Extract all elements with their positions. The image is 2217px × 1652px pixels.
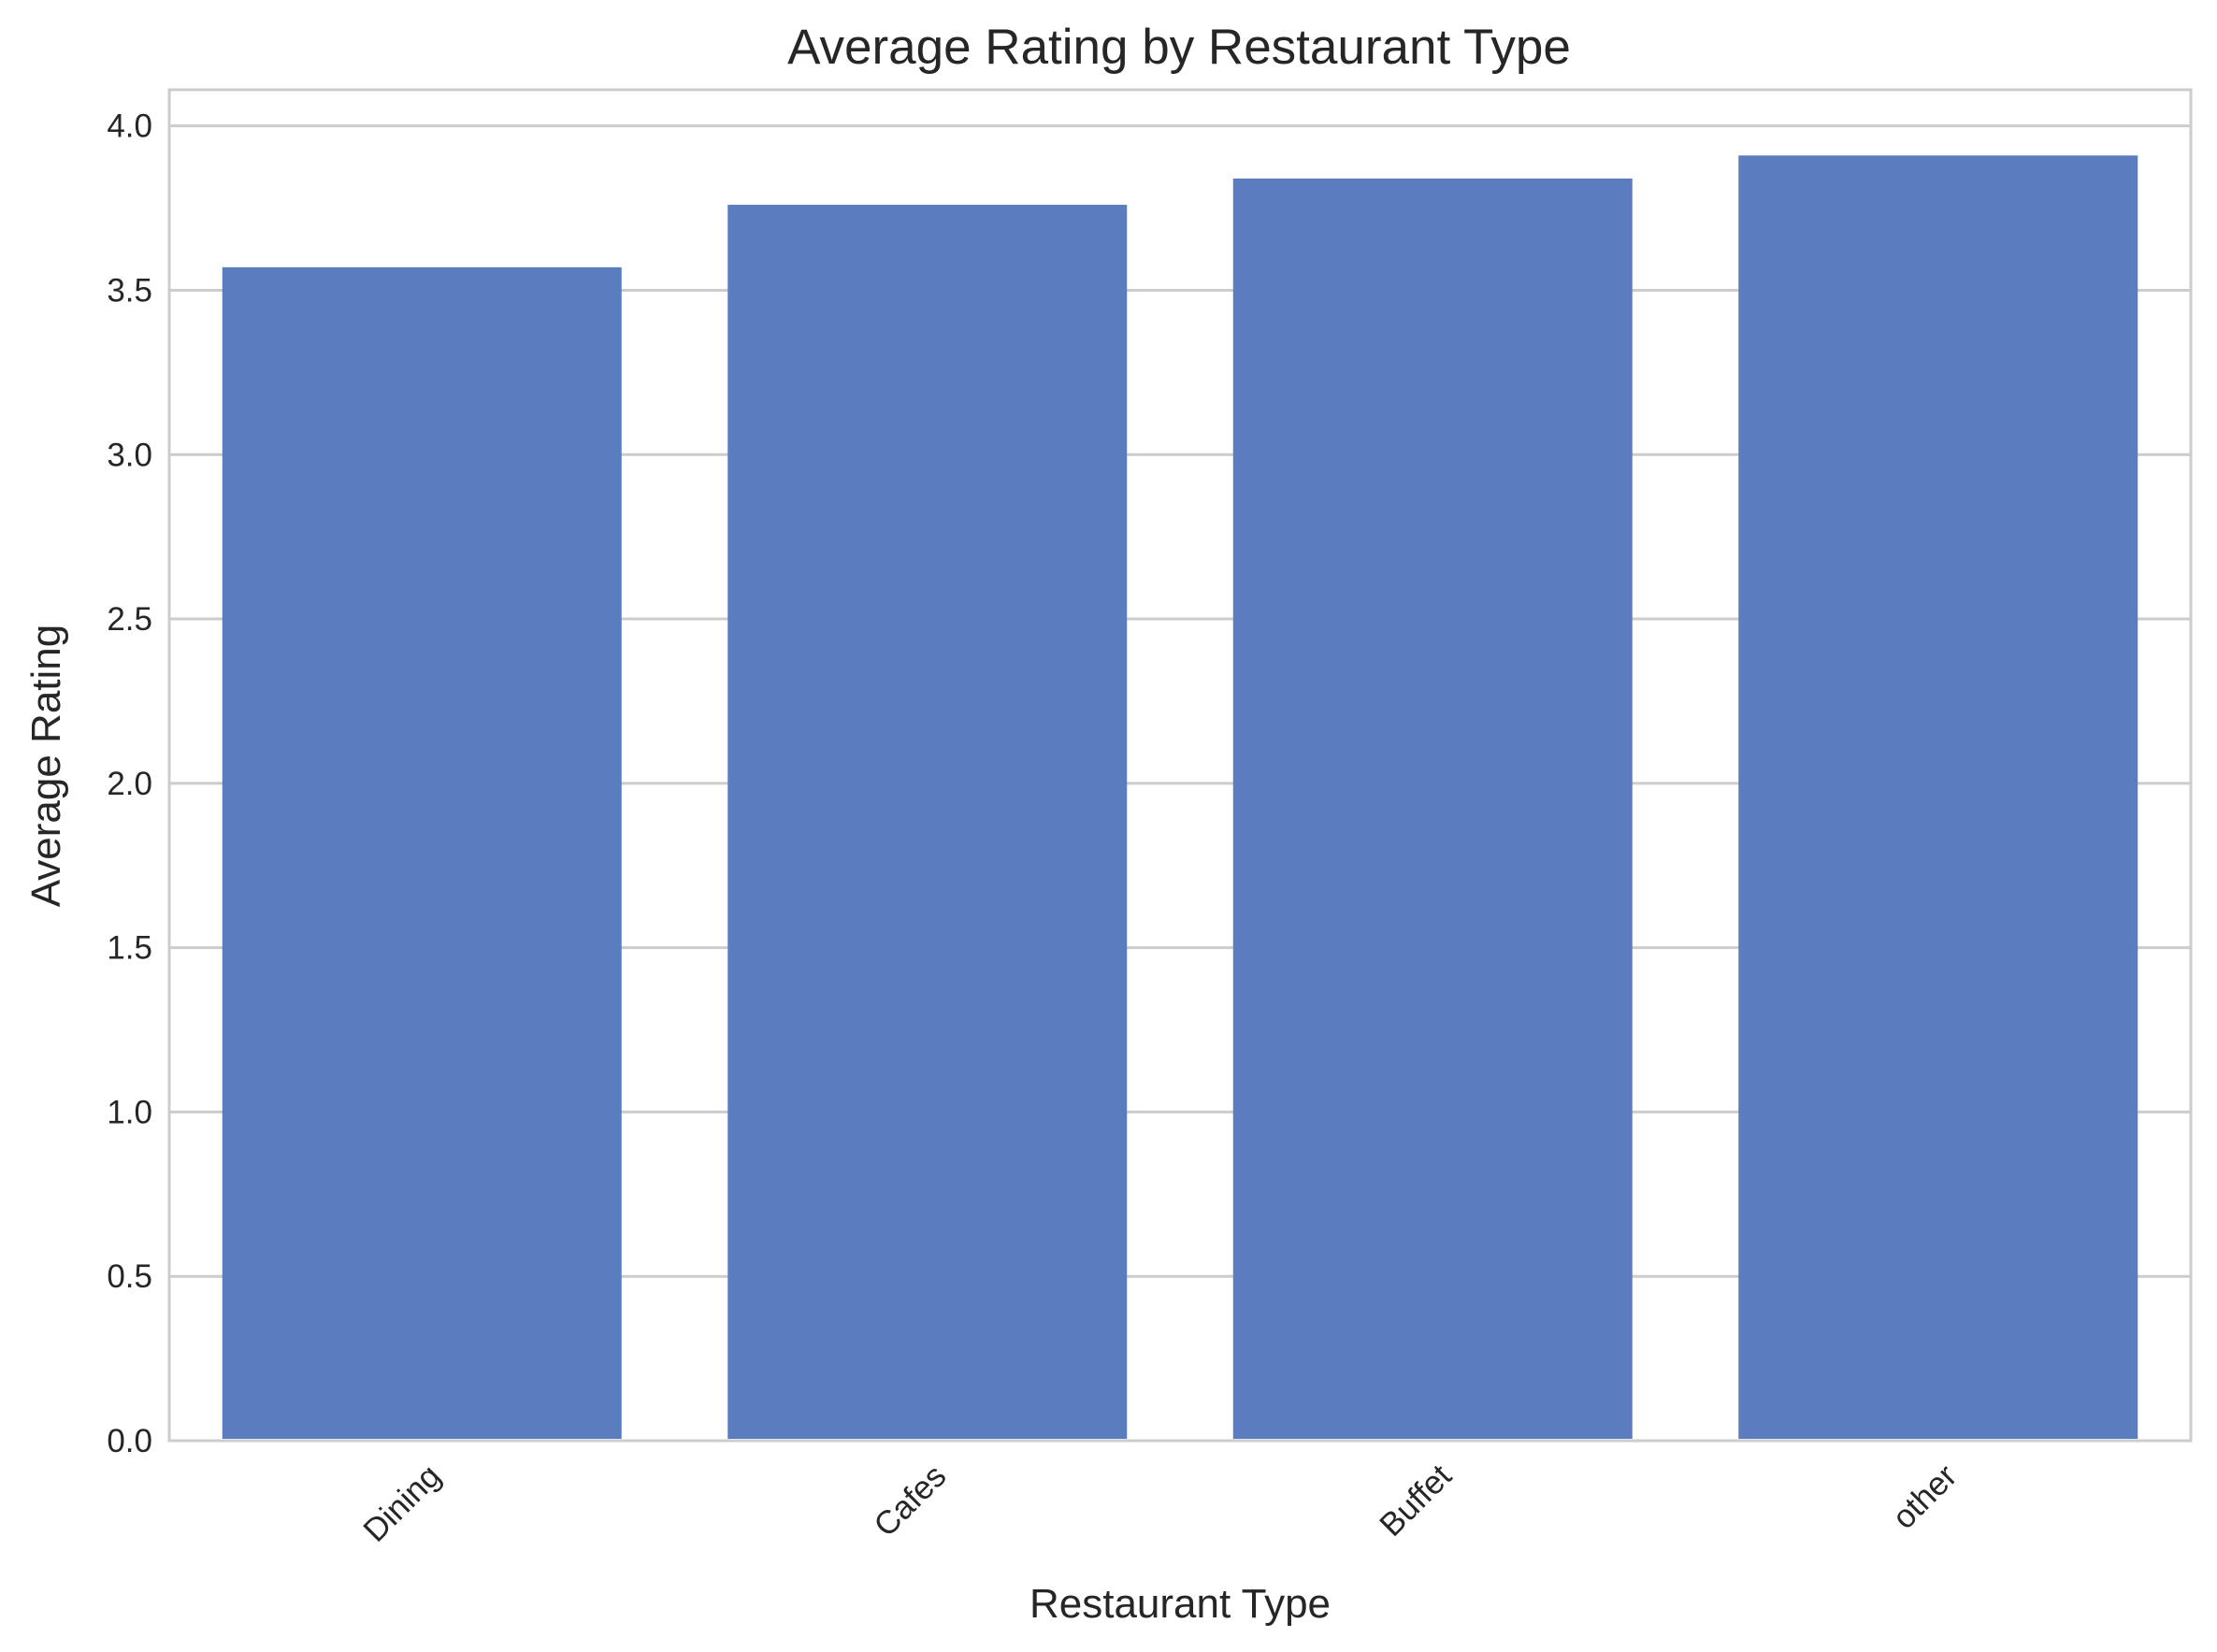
y-tick-label: 0.5 bbox=[107, 1258, 152, 1295]
y-tick-label: 1.5 bbox=[107, 930, 152, 967]
y-tick-label: 2.0 bbox=[107, 766, 152, 802]
chart-title: Average Rating by Restaurant Type bbox=[787, 20, 1571, 75]
x-tick-labels: Dining Cafes Buffet other bbox=[356, 1458, 1964, 1549]
y-axis-label: Average Rating bbox=[23, 625, 69, 908]
bar-dining bbox=[222, 266, 622, 1439]
x-axis-label: Restaurant Type bbox=[1029, 1581, 1331, 1627]
x-tick-label: Cafes bbox=[867, 1458, 953, 1544]
y-tick-label: 4.0 bbox=[107, 108, 152, 145]
x-tick-label: other bbox=[1885, 1458, 1964, 1536]
bars bbox=[222, 155, 2138, 1440]
y-tick-label: 1.0 bbox=[107, 1094, 152, 1130]
bar-cafes bbox=[727, 205, 1128, 1440]
y-tick-label: 3.0 bbox=[107, 437, 152, 473]
y-tick-label: 3.5 bbox=[107, 272, 152, 309]
x-tick-label: Dining bbox=[356, 1458, 448, 1549]
bar-buffet bbox=[1232, 178, 1633, 1439]
plot-frame bbox=[167, 88, 2193, 1443]
y-tick-label: 0.0 bbox=[107, 1423, 152, 1459]
x-tick-label: Buffet bbox=[1373, 1458, 1459, 1544]
y-tick-label: 2.5 bbox=[107, 601, 152, 638]
bar-other bbox=[1738, 155, 2138, 1440]
y-tick-labels: 0.0 0.5 1.0 1.5 2.0 2.5 3.0 3.5 4.0 bbox=[107, 108, 152, 1459]
